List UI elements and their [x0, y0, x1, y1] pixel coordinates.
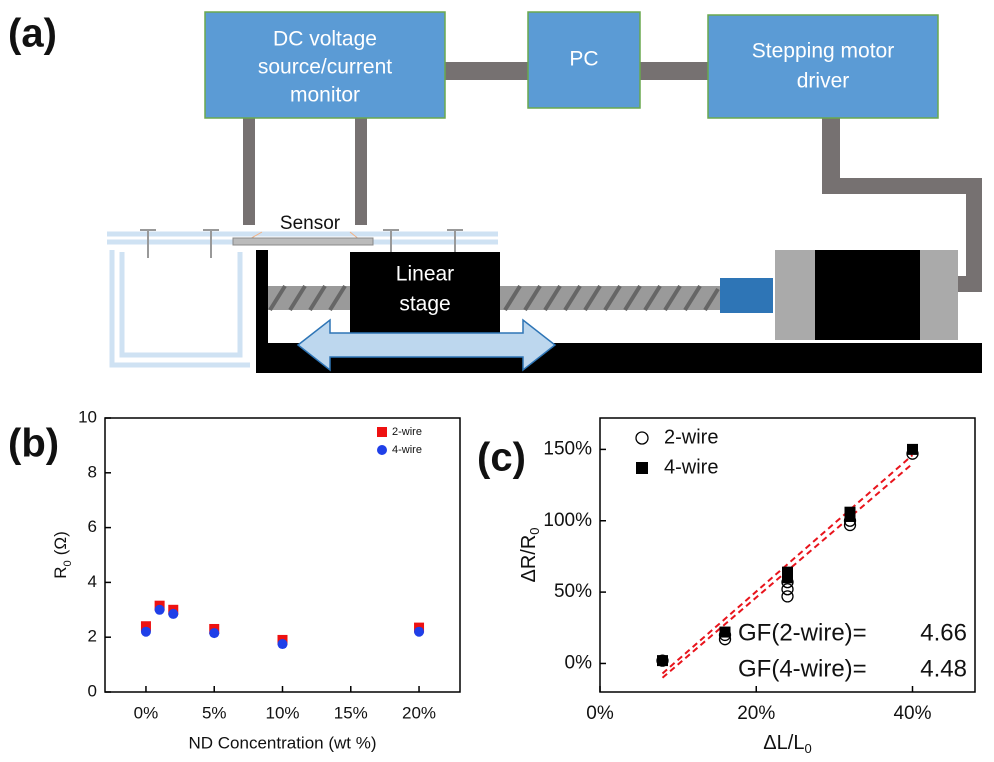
y-tick-label: 0%: [565, 652, 593, 673]
marker: [140, 621, 151, 632]
panel-label: (c): [477, 436, 526, 480]
sensor-label: Sensor: [280, 213, 341, 234]
box: [204, 11, 446, 119]
y-tick-label: 50%: [554, 581, 592, 602]
label-sub: 0: [804, 741, 811, 756]
axis-label: R0 (Ω): [51, 531, 73, 578]
box: [707, 14, 939, 119]
x-tick-label: 10%: [265, 703, 299, 722]
y-tick-label: 10: [78, 407, 97, 426]
diagram: (a) DC voltage source/current monitor PC…: [8, 11, 982, 373]
cable: [822, 118, 982, 292]
wire: [243, 118, 255, 225]
marker: [844, 506, 856, 518]
label-sub: 0: [62, 560, 74, 566]
box-text: PC: [569, 48, 598, 71]
pins: [140, 229, 463, 258]
marker: [782, 566, 793, 578]
sensor: [232, 237, 374, 246]
stage-text: stage: [399, 293, 450, 316]
box-text: source/current: [258, 56, 392, 79]
marker: [781, 583, 794, 596]
legend-label: 2-wire: [664, 426, 718, 448]
coupling: [720, 278, 773, 313]
label-text: (Ω): [51, 531, 70, 555]
legend-marker: [635, 431, 649, 445]
x-tick-label: 5%: [202, 703, 227, 722]
cable: [445, 62, 529, 80]
arrow: [296, 318, 557, 372]
legend-marker: [377, 427, 387, 437]
label-sub: 0: [527, 527, 542, 534]
panel-label: (b): [8, 422, 59, 466]
legend-label: 2-wire: [392, 426, 422, 438]
y-tick-label: 150%: [543, 438, 592, 459]
plot-frame: [599, 417, 976, 693]
y-tick-label: 8: [88, 462, 97, 481]
plot-frame: [104, 417, 461, 693]
y-tick-label: 100%: [543, 510, 592, 531]
marker: [781, 590, 794, 603]
legend-label: 4-wire: [664, 456, 718, 478]
marker: [719, 626, 731, 638]
marker: [209, 628, 220, 639]
label-text: R: [51, 566, 70, 578]
annotation-value: 4.48: [920, 655, 967, 682]
cable: [640, 62, 710, 80]
legend-marker: [377, 445, 387, 455]
stage-text: Linear: [396, 263, 454, 286]
y-tick-label: 4: [88, 572, 97, 591]
marker: [154, 604, 165, 615]
x-tick-label: 20%: [402, 703, 436, 722]
y-tick-label: 0: [88, 681, 97, 700]
x-tick-label: 0%: [134, 703, 159, 722]
marker: [782, 572, 793, 584]
label-text: ΔL/L: [763, 732, 804, 754]
wire: [355, 118, 367, 225]
marker: [140, 626, 151, 637]
x-tick-label: 40%: [893, 703, 931, 724]
marker: [414, 626, 425, 637]
marker: [168, 608, 179, 619]
box: [527, 11, 641, 109]
axis-label: ND Concentration (wt %): [188, 733, 376, 752]
legend-marker: [636, 462, 648, 474]
y-tick-label: 2: [88, 627, 97, 646]
x-tick-label: 0%: [586, 703, 614, 724]
y-tick-label: 6: [88, 517, 97, 536]
stage: [350, 252, 500, 342]
thread: [268, 284, 720, 312]
motor-core: [815, 250, 920, 340]
box-text: DC voltage: [273, 28, 377, 51]
box-text: Stepping motor: [752, 40, 894, 63]
fit-line: [661, 454, 914, 675]
panel-label: (a): [8, 12, 57, 56]
label-text: ΔR/R: [518, 535, 540, 583]
axis-label: ΔL/L0: [763, 732, 811, 756]
marker: [907, 443, 918, 455]
annotation-label: GF(2-wire)=: [738, 619, 867, 646]
marker: [277, 639, 288, 650]
annotation-label: GF(4-wire)=: [738, 655, 867, 682]
x-tick-label: 15%: [334, 703, 368, 722]
marker: [657, 655, 668, 667]
box-text: monitor: [290, 84, 360, 107]
x-tick-label: 20%: [737, 703, 775, 724]
box-text: driver: [797, 70, 850, 93]
axis-label: ΔR/R0: [518, 527, 542, 582]
annotation-value: 4.66: [920, 619, 967, 646]
frame: [256, 250, 268, 373]
legend-label: 4-wire: [392, 444, 422, 456]
